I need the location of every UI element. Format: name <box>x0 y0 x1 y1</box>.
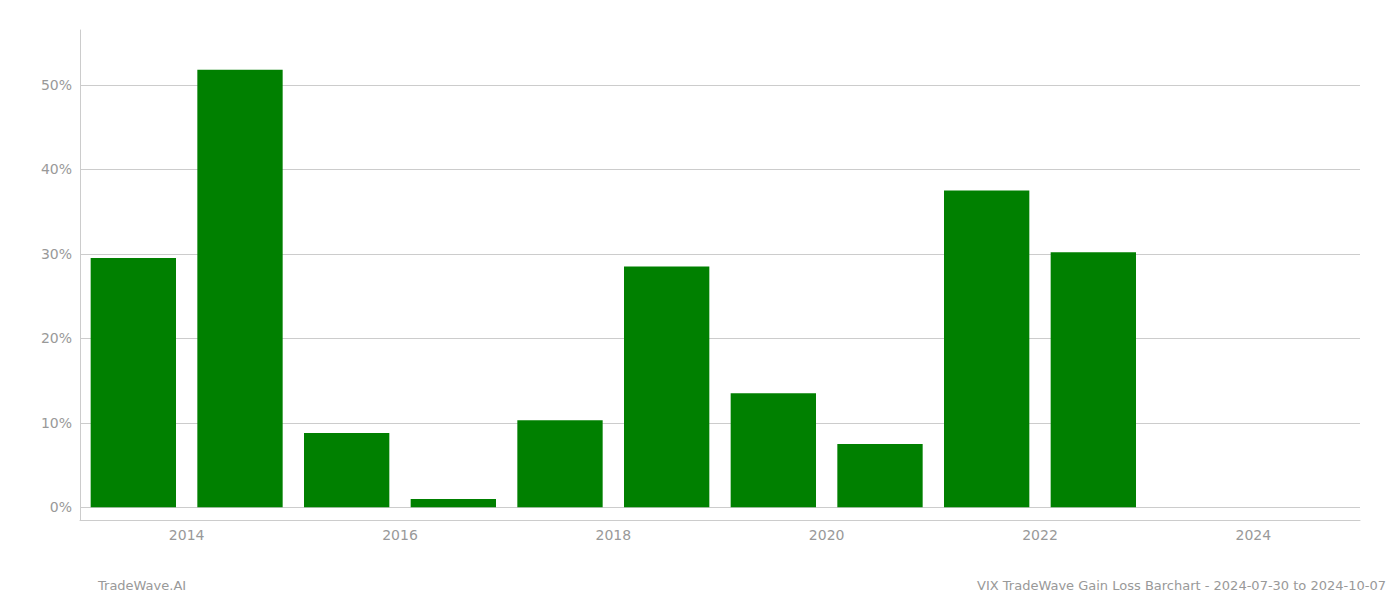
svg-text:VIX TradeWave Gain Loss Barcha: VIX TradeWave Gain Loss Barchart - 2024-… <box>977 578 1386 593</box>
svg-text:40%: 40% <box>41 161 72 177</box>
svg-text:2018: 2018 <box>596 527 632 543</box>
svg-text:TradeWave.AI: TradeWave.AI <box>97 578 186 593</box>
svg-text:10%: 10% <box>41 415 72 431</box>
svg-text:50%: 50% <box>41 77 72 93</box>
svg-text:2024: 2024 <box>1236 527 1272 543</box>
svg-text:20%: 20% <box>41 330 72 346</box>
svg-text:2014: 2014 <box>169 527 205 543</box>
svg-text:2016: 2016 <box>382 527 418 543</box>
svg-text:30%: 30% <box>41 246 72 262</box>
svg-text:2022: 2022 <box>1022 527 1058 543</box>
svg-text:0%: 0% <box>50 499 72 515</box>
svg-text:2020: 2020 <box>809 527 845 543</box>
